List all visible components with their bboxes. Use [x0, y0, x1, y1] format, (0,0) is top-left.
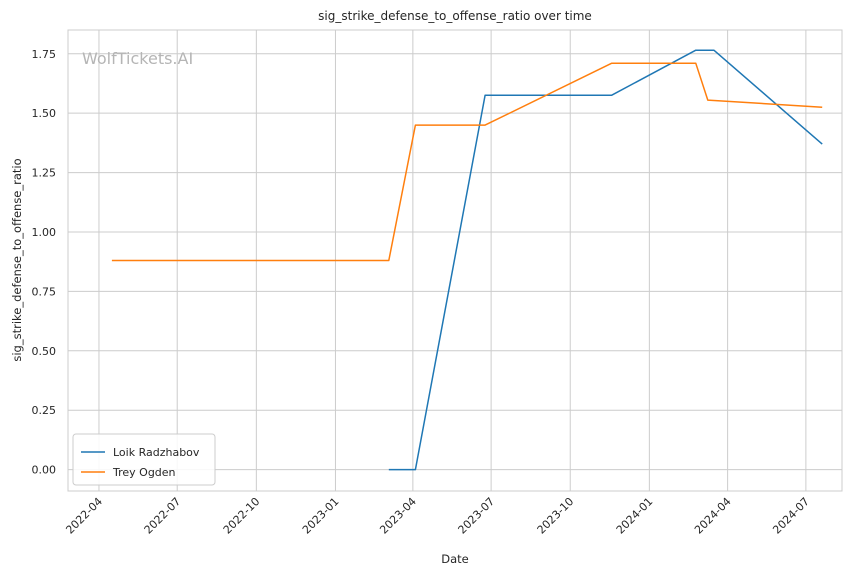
y-tick-label: 0.25 [32, 404, 57, 417]
plot-frame [67, 29, 843, 492]
series-line-trey-ogden [111, 62, 823, 262]
watermark: WolfTickets.AI [82, 49, 193, 68]
legend: Loik Radzhabov Trey Ogden [72, 433, 216, 486]
y-tick-label: 1.50 [32, 107, 57, 120]
y-tick-label: 1.25 [32, 167, 57, 180]
legend-frame [72, 433, 216, 486]
y-tick-label: 0.50 [32, 345, 57, 358]
y-axis-title: sig_strike_defense_to_offense_ratio [10, 158, 24, 361]
y-tick-label: 0.00 [32, 464, 57, 477]
chart-title: sig_strike_defense_to_offense_ratio over… [318, 9, 592, 23]
legend-label-trey-ogden: Trey Ogden [112, 466, 176, 479]
y-tick-label: 1.75 [32, 48, 57, 61]
y-axis-ticks: 0.00 0.25 0.50 0.75 1.00 1.25 1.50 1.75 [32, 48, 57, 477]
y-tick-label: 0.75 [32, 285, 57, 298]
series-layer [111, 49, 823, 471]
x-axis-title: Date [441, 552, 469, 566]
series-line-loik-radzhabov [388, 49, 823, 471]
legend-label-loik-radzhabov: Loik Radzhabov [113, 446, 200, 459]
y-tick-label: 1.00 [32, 226, 57, 239]
grid [68, 30, 842, 491]
